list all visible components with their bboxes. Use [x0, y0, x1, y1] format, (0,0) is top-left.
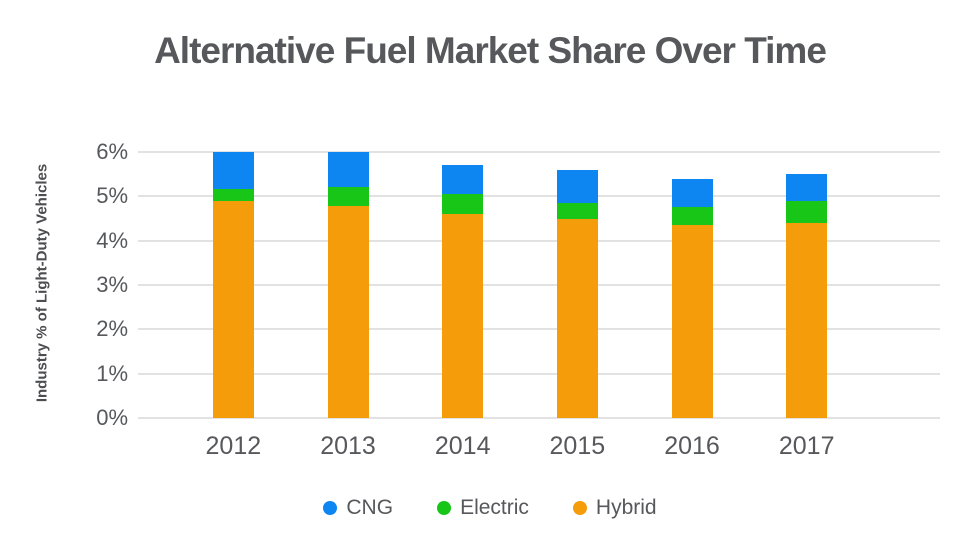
- bar-segment-electric-2012: [212, 188, 254, 202]
- legend-swatch-icon-hybrid: [572, 501, 587, 515]
- x-tick-label-2013: 2013: [320, 432, 376, 460]
- gridline-5-: [138, 195, 940, 198]
- y-tick-label-6-: 6%: [96, 139, 128, 164]
- legend-item-cng: CNG: [323, 496, 393, 520]
- bar-segment-hybrid-2016: [671, 225, 713, 418]
- x-tick-label-2015: 2015: [549, 432, 606, 460]
- legend-label-hybrid: Hybrid: [595, 496, 657, 519]
- bar-slot-2014: [405, 152, 520, 418]
- x-axis-tick-labels: 2012 2013 2014 2015 2016 2017: [176, 432, 864, 461]
- x-tick-label-2017: 2017: [778, 432, 835, 460]
- plot-area: [138, 151, 940, 419]
- legend-item-electric: Electric: [437, 496, 529, 520]
- x-tick-label-2014: 2014: [434, 432, 491, 460]
- legend-swatch-icon-electric: [437, 501, 452, 515]
- bar-segment-hybrid-2014: [442, 214, 484, 418]
- bar-slot-2012: [176, 151, 291, 418]
- bar-slot-2016: [635, 152, 750, 418]
- gridline-0-: [138, 417, 940, 419]
- bar-2016: [671, 152, 713, 418]
- bar-2017: [786, 152, 828, 418]
- bar-segment-electric-2015: [556, 202, 598, 219]
- bar-2012: [212, 151, 254, 418]
- bar-segment-cng-2015: [556, 169, 598, 203]
- legend-label-cng: CNG: [346, 496, 394, 519]
- legend: CNG Electric Hybrid: [0, 496, 980, 520]
- bar-segment-hybrid-2012: [212, 201, 254, 418]
- x-tick-label-2016: 2016: [664, 432, 720, 460]
- y-tick-label-0-: 0%: [96, 405, 128, 430]
- bar-segment-electric-2014: [442, 194, 484, 215]
- legend-swatch-icon-cng: [323, 501, 338, 515]
- chart-title: Alternative Fuel Market Share Over Time: [154, 30, 827, 71]
- gridline-4-: [138, 239, 940, 242]
- bar-slot-2017: [749, 152, 864, 418]
- x-tick-label-2012: 2012: [205, 432, 262, 460]
- bar-slot-2013: [291, 152, 406, 418]
- legend-item-hybrid: Hybrid: [572, 496, 657, 520]
- y-tick-label-4-: 4%: [96, 227, 128, 253]
- y-axis-tick-labels: 0% 1% 2% 3% 4% 5% 6%: [60, 139, 128, 430]
- bar-segment-hybrid-2013: [327, 206, 369, 418]
- bar-segment-cng-2014: [442, 165, 484, 195]
- bar-segment-hybrid-2017: [786, 222, 828, 418]
- bar-2014: [442, 152, 484, 418]
- y-tick-label-2-: 2%: [96, 316, 128, 342]
- gridline-1-: [138, 372, 940, 375]
- legend-label-electric: Electric: [460, 496, 529, 519]
- gridline-3-: [138, 284, 940, 286]
- y-tick-label-3-: 3%: [96, 272, 128, 297]
- y-tick-label-5-: 5%: [96, 183, 128, 209]
- bar-segment-cng-2012: [212, 151, 254, 189]
- gridline-2-: [138, 328, 940, 331]
- gridline-6-: [138, 151, 940, 153]
- bar-segment-electric-2017: [786, 200, 828, 223]
- bar-segment-cng-2013: [327, 152, 369, 187]
- bar-segment-electric-2016: [671, 207, 713, 226]
- y-axis-title: Industry % of Light-Duty Vehicles: [33, 163, 51, 403]
- bar-slot-2015: [520, 152, 635, 418]
- bars-container: [176, 151, 864, 418]
- bar-2013: [327, 152, 369, 418]
- bar-segment-electric-2013: [327, 186, 369, 207]
- bar-segment-cng-2017: [786, 174, 828, 201]
- bar-2015: [556, 152, 598, 418]
- bar-segment-cng-2016: [671, 178, 713, 208]
- bar-segment-hybrid-2015: [556, 218, 598, 418]
- y-tick-label-1-: 1%: [96, 360, 128, 386]
